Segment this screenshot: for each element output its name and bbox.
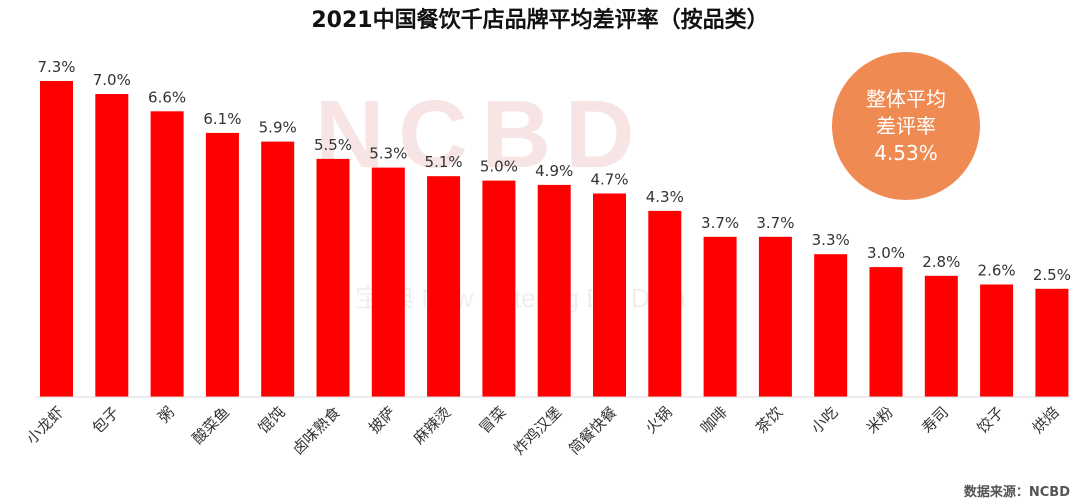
category-tick-label: 烘焙 xyxy=(1029,403,1063,437)
value-label: 2.8% xyxy=(922,253,960,271)
value-label: 6.6% xyxy=(148,88,186,106)
category-tick-label: 小吃 xyxy=(808,403,842,437)
value-label: 3.7% xyxy=(701,214,739,232)
value-label: 5.9% xyxy=(259,119,297,137)
bar-12 xyxy=(648,210,682,397)
category-tick-label: 麻辣烫 xyxy=(410,403,455,448)
bar-17 xyxy=(924,275,958,397)
category-tick-label: 粥 xyxy=(155,403,178,426)
category-tick-label: 小龙虾 xyxy=(23,403,68,448)
value-label: 5.3% xyxy=(369,145,407,163)
bar-10 xyxy=(537,184,571,397)
category-tick-label: 咖啡 xyxy=(697,403,731,437)
value-label: 4.9% xyxy=(535,162,573,180)
category-tick-label: 包子 xyxy=(89,403,123,437)
bar-1 xyxy=(40,81,73,397)
category-tick-label: 酸菜鱼 xyxy=(189,403,234,448)
category-tick-label: 饺子 xyxy=(973,403,1007,437)
bar-6 xyxy=(316,158,350,397)
category-tick-label: 披萨 xyxy=(365,403,399,437)
bar-7 xyxy=(371,167,405,397)
value-label: 6.1% xyxy=(203,110,241,128)
bar-2 xyxy=(95,94,129,397)
bar-8 xyxy=(427,176,461,397)
bar-19 xyxy=(1035,288,1069,397)
bar-4 xyxy=(205,132,239,397)
watermark: NCBD xyxy=(315,81,649,188)
value-label: 4.7% xyxy=(590,171,628,189)
overall-average-badge: 整体平均 差评率 4.53% xyxy=(832,52,980,200)
value-label: 3.3% xyxy=(812,231,850,249)
value-label: 2.5% xyxy=(1033,266,1071,284)
category-tick-label: 米粉 xyxy=(863,403,897,437)
bar-16 xyxy=(869,267,903,397)
watermark-subtitle: 宝 典 New Catering Big Data xyxy=(355,283,686,313)
category-tick-label: 火锅 xyxy=(642,403,676,437)
badge-line2: 差评率 xyxy=(876,113,936,138)
value-label: 7.3% xyxy=(37,58,75,76)
category-tick-label: 卤味熟食 xyxy=(289,403,344,458)
bar-9 xyxy=(482,180,516,397)
badge-line1: 整体平均 xyxy=(866,86,946,111)
value-label: 2.6% xyxy=(978,262,1016,280)
category-tick-label: 炸鸡汉堡 xyxy=(510,403,565,458)
badge-value: 4.53% xyxy=(874,140,938,165)
value-label: 5.0% xyxy=(480,158,518,176)
category-tick-label: 冒菜 xyxy=(476,403,510,437)
value-label: 4.3% xyxy=(646,188,684,206)
value-label: 5.5% xyxy=(314,136,352,154)
bar-14 xyxy=(758,236,792,397)
category-tick-label: 寿司 xyxy=(918,403,952,437)
bar-3 xyxy=(150,111,184,398)
bar-15 xyxy=(814,254,848,397)
bar-13 xyxy=(703,236,737,397)
bar-5 xyxy=(261,141,295,397)
value-label: 7.0% xyxy=(93,71,131,89)
value-label: 3.7% xyxy=(756,214,794,232)
chart-title: 2021中国餐饮千店品牌平均差评率（按品类） xyxy=(311,8,769,33)
value-label: 3.0% xyxy=(867,244,905,262)
category-tick-label: 简餐快餐 xyxy=(565,403,620,458)
bar-18 xyxy=(980,284,1014,397)
data-source: 数据来源：NCBD xyxy=(963,485,1070,500)
value-label: 5.1% xyxy=(425,153,463,171)
category-tick-label: 馄饨 xyxy=(255,403,289,437)
bar-11 xyxy=(593,193,626,397)
category-tick-label: 茶饮 xyxy=(752,403,786,437)
